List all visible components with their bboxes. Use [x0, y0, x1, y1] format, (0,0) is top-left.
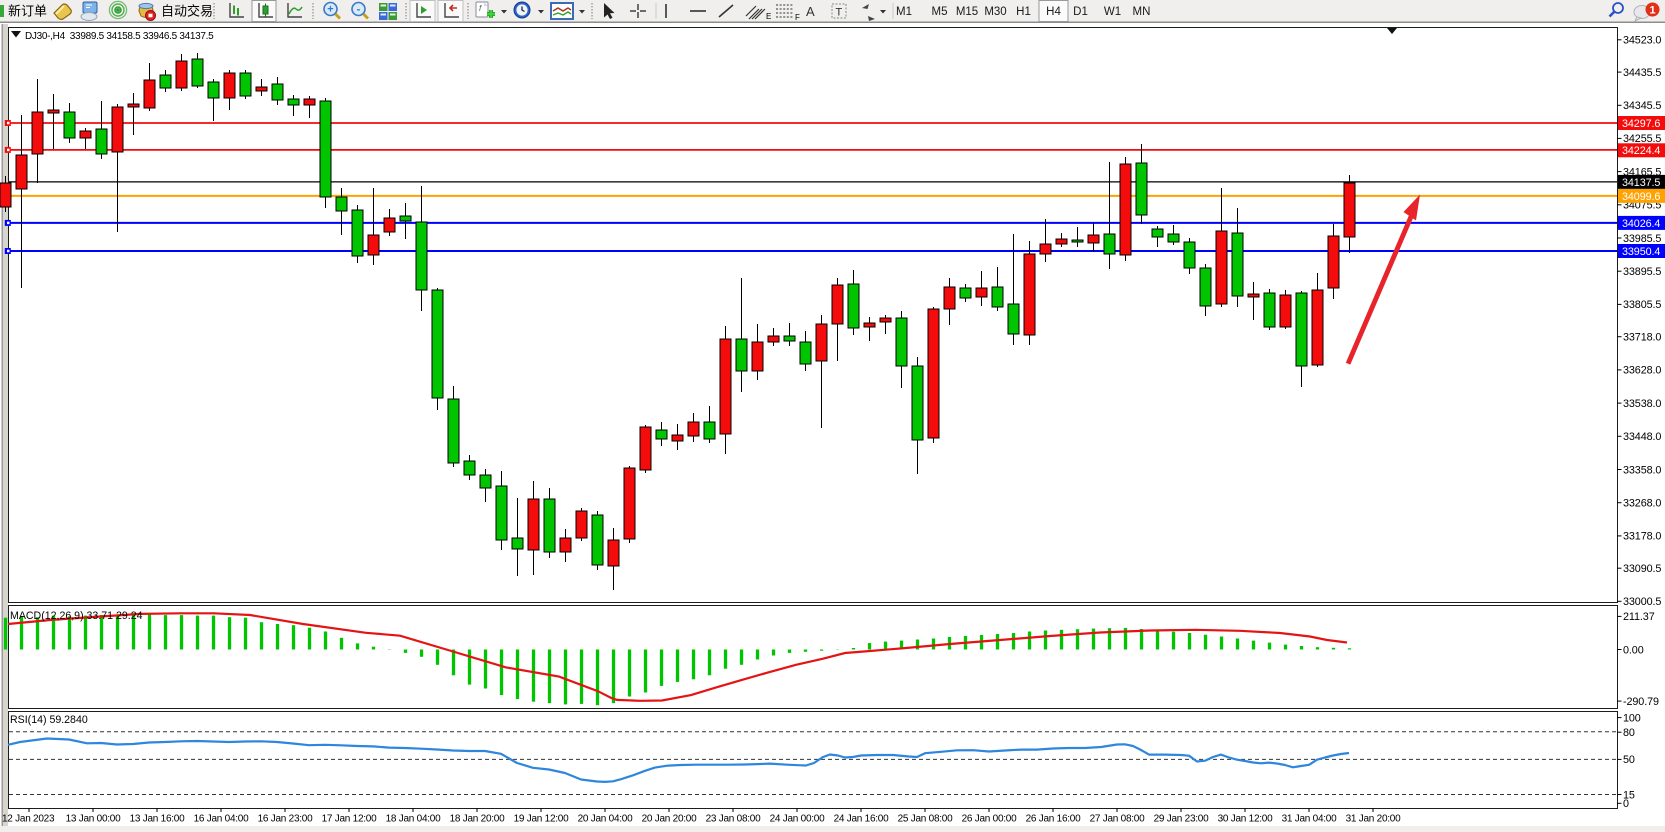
svg-text:A: A: [806, 4, 815, 19]
svg-text:100: 100: [1623, 712, 1641, 724]
svg-text:RSI(14) 59.2840: RSI(14) 59.2840: [10, 714, 88, 726]
svg-text:25 Jan 08:00: 25 Jan 08:00: [898, 814, 954, 825]
svg-text:T: T: [836, 7, 843, 19]
svg-text:24 Jan 16:00: 24 Jan 16:00: [834, 814, 890, 825]
svg-text:33000.5: 33000.5: [1623, 596, 1661, 608]
svg-text:13 Jan 16:00: 13 Jan 16:00: [130, 814, 186, 825]
svg-text:211.37: 211.37: [1623, 611, 1655, 623]
svg-text:19 Jan 12:00: 19 Jan 12:00: [514, 814, 570, 825]
svg-text:W1: W1: [1104, 6, 1121, 18]
svg-text:MN: MN: [1133, 6, 1151, 18]
svg-text:29 Jan 23:00: 29 Jan 23:00: [1154, 814, 1210, 825]
svg-text:H1: H1: [1016, 6, 1031, 18]
svg-text:DJ30-,H4 33989.5 34158.5 3394: DJ30-,H4 33989.5 34158.5 33946.5 34137.5: [25, 31, 214, 42]
svg-text:33448.0: 33448.0: [1623, 431, 1661, 443]
svg-text:31 Jan 20:00: 31 Jan 20:00: [1346, 814, 1402, 825]
svg-text:26 Jan 16:00: 26 Jan 16:00: [1026, 814, 1082, 825]
svg-text:34297.6: 34297.6: [1622, 118, 1660, 130]
svg-text:34255.5: 34255.5: [1623, 133, 1661, 145]
svg-text:13 Jan 00:00: 13 Jan 00:00: [66, 814, 122, 825]
svg-text:34026.4: 34026.4: [1622, 218, 1660, 230]
svg-text:26 Jan 00:00: 26 Jan 00:00: [962, 814, 1018, 825]
svg-text:M1: M1: [896, 6, 912, 18]
svg-text:33718.0: 33718.0: [1623, 332, 1661, 344]
svg-text:E: E: [766, 12, 771, 21]
svg-text:+: +: [327, 4, 333, 16]
svg-text:33268.0: 33268.0: [1623, 498, 1661, 510]
svg-text:34224.4: 34224.4: [1622, 145, 1660, 157]
svg-text:H4: H4: [1046, 6, 1061, 18]
svg-text:-: -: [357, 4, 361, 16]
svg-text:MACD(12,26,9) 33.71 29.24: MACD(12,26,9) 33.71 29.24: [10, 610, 143, 622]
svg-text:33358.0: 33358.0: [1623, 464, 1661, 476]
svg-text:18 Jan 20:00: 18 Jan 20:00: [450, 814, 506, 825]
svg-text:34523.0: 34523.0: [1623, 35, 1661, 47]
svg-text:33805.5: 33805.5: [1623, 299, 1661, 311]
svg-text:16 Jan 23:00: 16 Jan 23:00: [258, 814, 314, 825]
svg-text:80: 80: [1623, 727, 1635, 739]
svg-text:自动交易: 自动交易: [161, 4, 213, 19]
svg-text:M30: M30: [984, 6, 1006, 18]
svg-text:M15: M15: [956, 6, 978, 18]
svg-text:33628.0: 33628.0: [1623, 365, 1661, 377]
svg-text:新订单: 新订单: [8, 4, 47, 19]
svg-text:30 Jan 12:00: 30 Jan 12:00: [1218, 814, 1274, 825]
svg-text:33178.0: 33178.0: [1623, 531, 1661, 543]
svg-text:1: 1: [1649, 5, 1655, 17]
svg-text:33090.5: 33090.5: [1623, 563, 1661, 575]
svg-text:24 Jan 00:00: 24 Jan 00:00: [770, 814, 826, 825]
svg-text:16 Jan 04:00: 16 Jan 04:00: [194, 814, 250, 825]
svg-text:33950.4: 33950.4: [1622, 246, 1660, 258]
svg-text:F: F: [795, 13, 800, 22]
svg-text:23 Jan 08:00: 23 Jan 08:00: [706, 814, 762, 825]
svg-text:34345.5: 34345.5: [1623, 100, 1661, 112]
svg-text:18 Jan 04:00: 18 Jan 04:00: [386, 814, 442, 825]
svg-text:M5: M5: [932, 6, 948, 18]
svg-text:33895.5: 33895.5: [1623, 266, 1661, 278]
svg-text:33985.5: 33985.5: [1623, 233, 1661, 245]
svg-text:50: 50: [1623, 754, 1635, 766]
svg-text:15: 15: [1623, 789, 1635, 801]
svg-text:33538.0: 33538.0: [1623, 398, 1661, 410]
svg-text:17 Jan 12:00: 17 Jan 12:00: [322, 814, 378, 825]
svg-text:D1: D1: [1073, 6, 1088, 18]
svg-text:34435.5: 34435.5: [1623, 67, 1661, 79]
svg-text:31 Jan 04:00: 31 Jan 04:00: [1282, 814, 1338, 825]
svg-text:12 Jan 2023: 12 Jan 2023: [2, 814, 55, 825]
svg-text:34137.5: 34137.5: [1622, 177, 1660, 189]
svg-text:-290.79: -290.79: [1623, 696, 1659, 708]
svg-text:34099.6: 34099.6: [1622, 191, 1660, 203]
svg-text:f: f: [479, 4, 482, 13]
svg-text:0.00: 0.00: [1623, 644, 1644, 656]
svg-text:27 Jan 08:00: 27 Jan 08:00: [1090, 814, 1146, 825]
svg-text:20 Jan 04:00: 20 Jan 04:00: [578, 814, 634, 825]
svg-text:20 Jan 20:00: 20 Jan 20:00: [642, 814, 698, 825]
svg-text:0: 0: [1623, 798, 1629, 810]
